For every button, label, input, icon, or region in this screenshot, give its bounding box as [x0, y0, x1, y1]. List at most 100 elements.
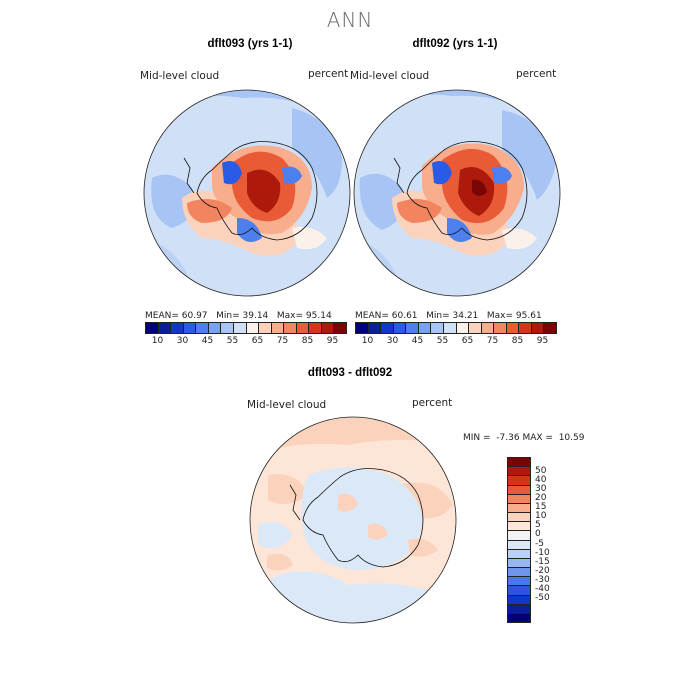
colorbar-swatch [146, 323, 159, 333]
colorbar-tick-label: 30 [535, 483, 547, 494]
colorbar-swatch [406, 323, 419, 333]
colorbar-swatch [393, 323, 407, 333]
panel-1-colorbar [145, 322, 347, 334]
colorbar-swatch [508, 586, 530, 596]
diff-panel-title: dflt093 - dflt092 [307, 367, 393, 379]
diff-min: -7.36 [496, 433, 520, 443]
colorbar-swatch [183, 323, 197, 333]
panel-2-min-label: Min= [426, 311, 450, 321]
diff-colorbar [507, 457, 531, 623]
panel-2-colorbar [355, 322, 557, 334]
colorbar-tick-label: 85 [511, 336, 524, 346]
colorbar-swatch [494, 323, 507, 333]
diff-min-label: MIN = [463, 433, 491, 443]
colorbar-tick-label: 75 [486, 336, 499, 346]
colorbar-swatch [508, 522, 530, 532]
colorbar-swatch [356, 323, 369, 333]
colorbar-swatch [508, 604, 530, 614]
colorbar-tick-label: 85 [301, 336, 314, 346]
colorbar-swatch [508, 503, 530, 514]
panel-2-min: 34.21 [452, 311, 479, 321]
colorbar-swatch [381, 323, 394, 333]
panel-2-mean-label: MEAN= [355, 311, 389, 321]
colorbar-swatch [284, 323, 297, 333]
panel-1-units: percent [308, 68, 349, 80]
colorbar-swatch [481, 323, 495, 333]
colorbar-swatch [508, 531, 530, 541]
panel-1-title: dflt093 (yrs 1-1) [207, 38, 293, 50]
colorbar-swatch [508, 558, 530, 569]
panel-1-max-label: Max= [276, 311, 304, 321]
colorbar-swatch [431, 323, 444, 333]
colorbar-swatch [296, 323, 310, 333]
panel-1-min: 39.14 [242, 311, 269, 321]
colorbar-swatch [309, 323, 322, 333]
colorbar-swatch [233, 323, 247, 333]
colorbar-swatch [158, 323, 172, 333]
diff-colorbar-ticks: 50 40 30 20 15 10 5 0 -5 -10 -15 -20 -30 -40 -50 [535, 457, 575, 621]
colorbar-swatch [196, 323, 209, 333]
colorbar-tick-label: -50 [535, 593, 550, 604]
panel-2-units: percent [516, 68, 557, 80]
panel-1-mean-label: MEAN= [145, 311, 179, 321]
colorbar-swatch [508, 540, 530, 550]
colorbar-tick-label: 40 [535, 474, 547, 485]
panel-2-max: 95.61 [515, 311, 542, 321]
panel-1-stats: MEAN= 60.97 Min= 39.14 Max= 95.14 [145, 311, 332, 321]
panel-2-mean: 60.61 [391, 311, 418, 321]
colorbar-swatch [508, 513, 530, 523]
plot-title: ANN [326, 8, 374, 32]
colorbar-swatch [508, 549, 530, 559]
colorbar-tick-label: 45 [411, 336, 424, 346]
colorbar-swatch [443, 323, 457, 333]
colorbar-tick-label: 10 [361, 336, 374, 346]
colorbar-swatch [456, 323, 470, 333]
colorbar-swatch [321, 323, 335, 333]
colorbar-swatch [508, 485, 530, 495]
colorbar-swatch [506, 323, 520, 333]
colorbar-swatch [508, 458, 530, 468]
diff-panel-units: percent [412, 397, 453, 409]
diff-panel-polar-map [249, 416, 457, 624]
colorbar-tick-label: -5 [535, 538, 544, 549]
panel-2-polar-map [353, 89, 561, 297]
colorbar-tick-label: 5 [535, 520, 541, 531]
colorbar-tick-label: 55 [226, 336, 239, 346]
colorbar-tick-label: 65 [461, 336, 474, 346]
colorbar-swatch [171, 323, 184, 333]
colorbar-tick-label: 30 [176, 336, 189, 346]
diff-max-label: MAX = [522, 433, 553, 443]
panel-2-title: dflt092 (yrs 1-1) [412, 38, 498, 50]
colorbar-tick-label: -10 [535, 547, 550, 558]
colorbar-swatch [508, 595, 530, 605]
panel-2-max-label: Max= [486, 311, 514, 321]
colorbar-tick-label: -20 [535, 565, 550, 576]
colorbar-tick-label: 95 [326, 336, 339, 346]
colorbar-tick-label: 45 [201, 336, 214, 346]
panel-2-variable: Mid-level cloud [350, 70, 430, 82]
colorbar-tick-label: 65 [251, 336, 264, 346]
colorbar-tick-label: 55 [436, 336, 449, 346]
colorbar-tick-label: 15 [535, 502, 547, 513]
panel-1-variable: Mid-level cloud [140, 70, 220, 82]
colorbar-tick-label: 20 [535, 493, 547, 503]
colorbar-swatch [508, 467, 530, 477]
colorbar-swatch [259, 323, 272, 333]
colorbar-swatch [418, 323, 432, 333]
panel-1-max: 95.14 [305, 311, 332, 321]
colorbar-tick-label: 75 [276, 336, 289, 346]
colorbar-swatch [208, 323, 222, 333]
colorbar-swatch [508, 613, 530, 623]
diff-panel-variable: Mid-level cloud [247, 399, 327, 411]
colorbar-swatch [544, 323, 556, 333]
panel-2-colorbar-ticks: 10 30 45 55 65 75 85 95 [355, 336, 555, 348]
colorbar-tick-label: 95 [536, 336, 549, 346]
diff-panel-stats: MIN = -7.36 MAX = 10.59 [463, 433, 584, 443]
colorbar-swatch [508, 577, 530, 587]
colorbar-swatch [469, 323, 482, 333]
colorbar-tick-label: -40 [535, 584, 550, 595]
diff-max: 10.59 [558, 433, 585, 443]
colorbar-swatch [271, 323, 285, 333]
colorbar-tick-label: -15 [535, 556, 550, 567]
colorbar-swatch [531, 323, 545, 333]
